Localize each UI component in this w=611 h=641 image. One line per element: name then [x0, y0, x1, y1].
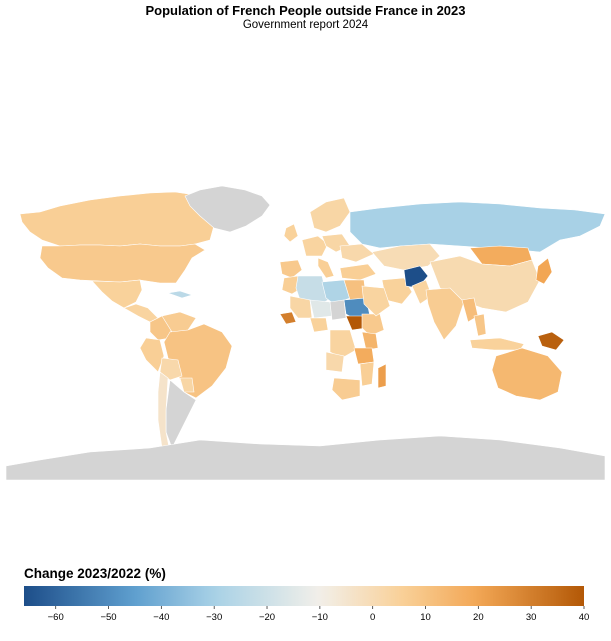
region-central-america — [123, 303, 159, 323]
region-japan — [535, 257, 553, 285]
region-papua-new-guinea — [537, 331, 565, 351]
region-paraguay — [179, 377, 195, 393]
region-dr-congo — [329, 329, 357, 359]
region-italy — [317, 257, 335, 279]
region-south-africa — [331, 377, 361, 401]
region-australia — [491, 347, 563, 401]
region-niger — [309, 299, 333, 319]
region-united-kingdom — [283, 223, 299, 243]
map-subtitle: Government report 2024 — [242, 19, 369, 31]
region-peru — [139, 337, 165, 373]
region-turkey — [339, 263, 377, 281]
region-kenya — [361, 331, 379, 351]
region-mali — [289, 295, 313, 319]
region-russia — [349, 201, 606, 253]
region-ukraine — [339, 243, 375, 263]
region-india — [425, 287, 465, 341]
region-germany — [301, 235, 329, 257]
legend-tick-label: 10 — [420, 612, 431, 623]
region-antarctica — [5, 435, 606, 481]
legend-tick-label: −40 — [153, 612, 169, 623]
region-saudi-arabia — [361, 285, 391, 317]
region-angola — [325, 351, 345, 373]
legend-tick-label: −50 — [100, 612, 116, 623]
region-chad — [329, 299, 347, 321]
region-greenland — [184, 185, 271, 233]
region-nigeria — [309, 317, 329, 333]
color-legend: −60 −50 −40 −30 −20 −10 0 10 20 30 40 — [24, 586, 590, 623]
legend-tick-label: −20 — [259, 612, 275, 623]
legend-tick-label: −60 — [48, 612, 64, 623]
legend-tick-label: 20 — [473, 612, 484, 623]
region-madagascar — [377, 363, 387, 389]
legend-tick-label: 30 — [526, 612, 537, 623]
region-scandinavia — [309, 197, 351, 233]
region-canada — [19, 191, 216, 247]
legend-tick-label: −10 — [312, 612, 328, 623]
legend-colorbar — [24, 586, 584, 606]
region-bolivia — [159, 357, 183, 381]
legend-title: Change 2023/2022 (%) — [24, 566, 166, 581]
region-mozambique — [359, 361, 375, 387]
legend-tick-label: 0 — [370, 612, 375, 623]
region-spain — [279, 259, 303, 279]
world-map — [5, 185, 606, 481]
region-united-states — [39, 243, 206, 284]
map-title: Population of French People outside Fran… — [145, 3, 466, 18]
region-guinea — [279, 311, 297, 325]
region-mexico — [91, 279, 143, 309]
legend-tick-label: −30 — [206, 612, 222, 623]
region-venezuela — [161, 311, 197, 333]
legend-tick-label: 40 — [579, 612, 590, 623]
region-indonesia — [469, 337, 525, 351]
region-tanzania — [353, 347, 375, 365]
region-cuba — [166, 290, 193, 299]
region-thailand — [473, 313, 487, 337]
